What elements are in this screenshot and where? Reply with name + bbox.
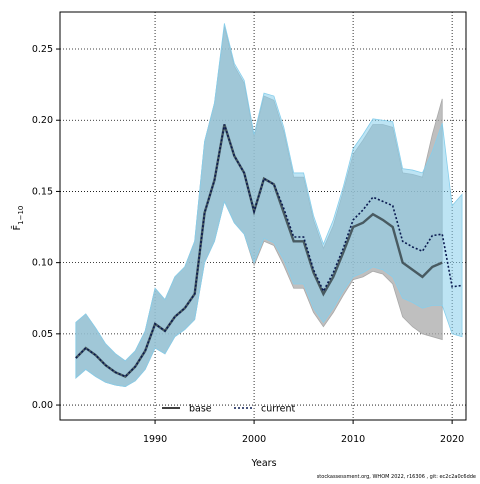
y-axis-label: F̄1−10 — [11, 206, 25, 231]
x-tick-label: 2020 — [440, 434, 464, 445]
legend-label: current — [261, 404, 296, 415]
x-tick-label: 2010 — [341, 434, 365, 445]
series-line — [75, 124, 463, 378]
y-axis-label-sub: 1−10 — [17, 206, 25, 225]
y-tick-label: 0.00 — [32, 400, 53, 411]
footer: stockassessment.org, WHOM 2022, r16306 ,… — [317, 474, 476, 480]
x-axis-label: Years — [250, 458, 276, 469]
confidence-band — [75, 23, 463, 387]
x-tick-label: 1990 — [143, 434, 167, 445]
y-tick-label: 0.25 — [32, 44, 53, 55]
plot-frame — [59, 11, 467, 421]
y-tick-label: 0.20 — [32, 115, 53, 126]
y-tick-label: 0.15 — [32, 186, 53, 197]
y-tick-label: 0.10 — [32, 258, 53, 269]
y-tick-label: 0.05 — [32, 329, 53, 340]
y-axis-label-main: F̄ — [11, 225, 23, 230]
x-tick-label: 2000 — [242, 434, 266, 445]
legend-label: base — [189, 404, 212, 415]
